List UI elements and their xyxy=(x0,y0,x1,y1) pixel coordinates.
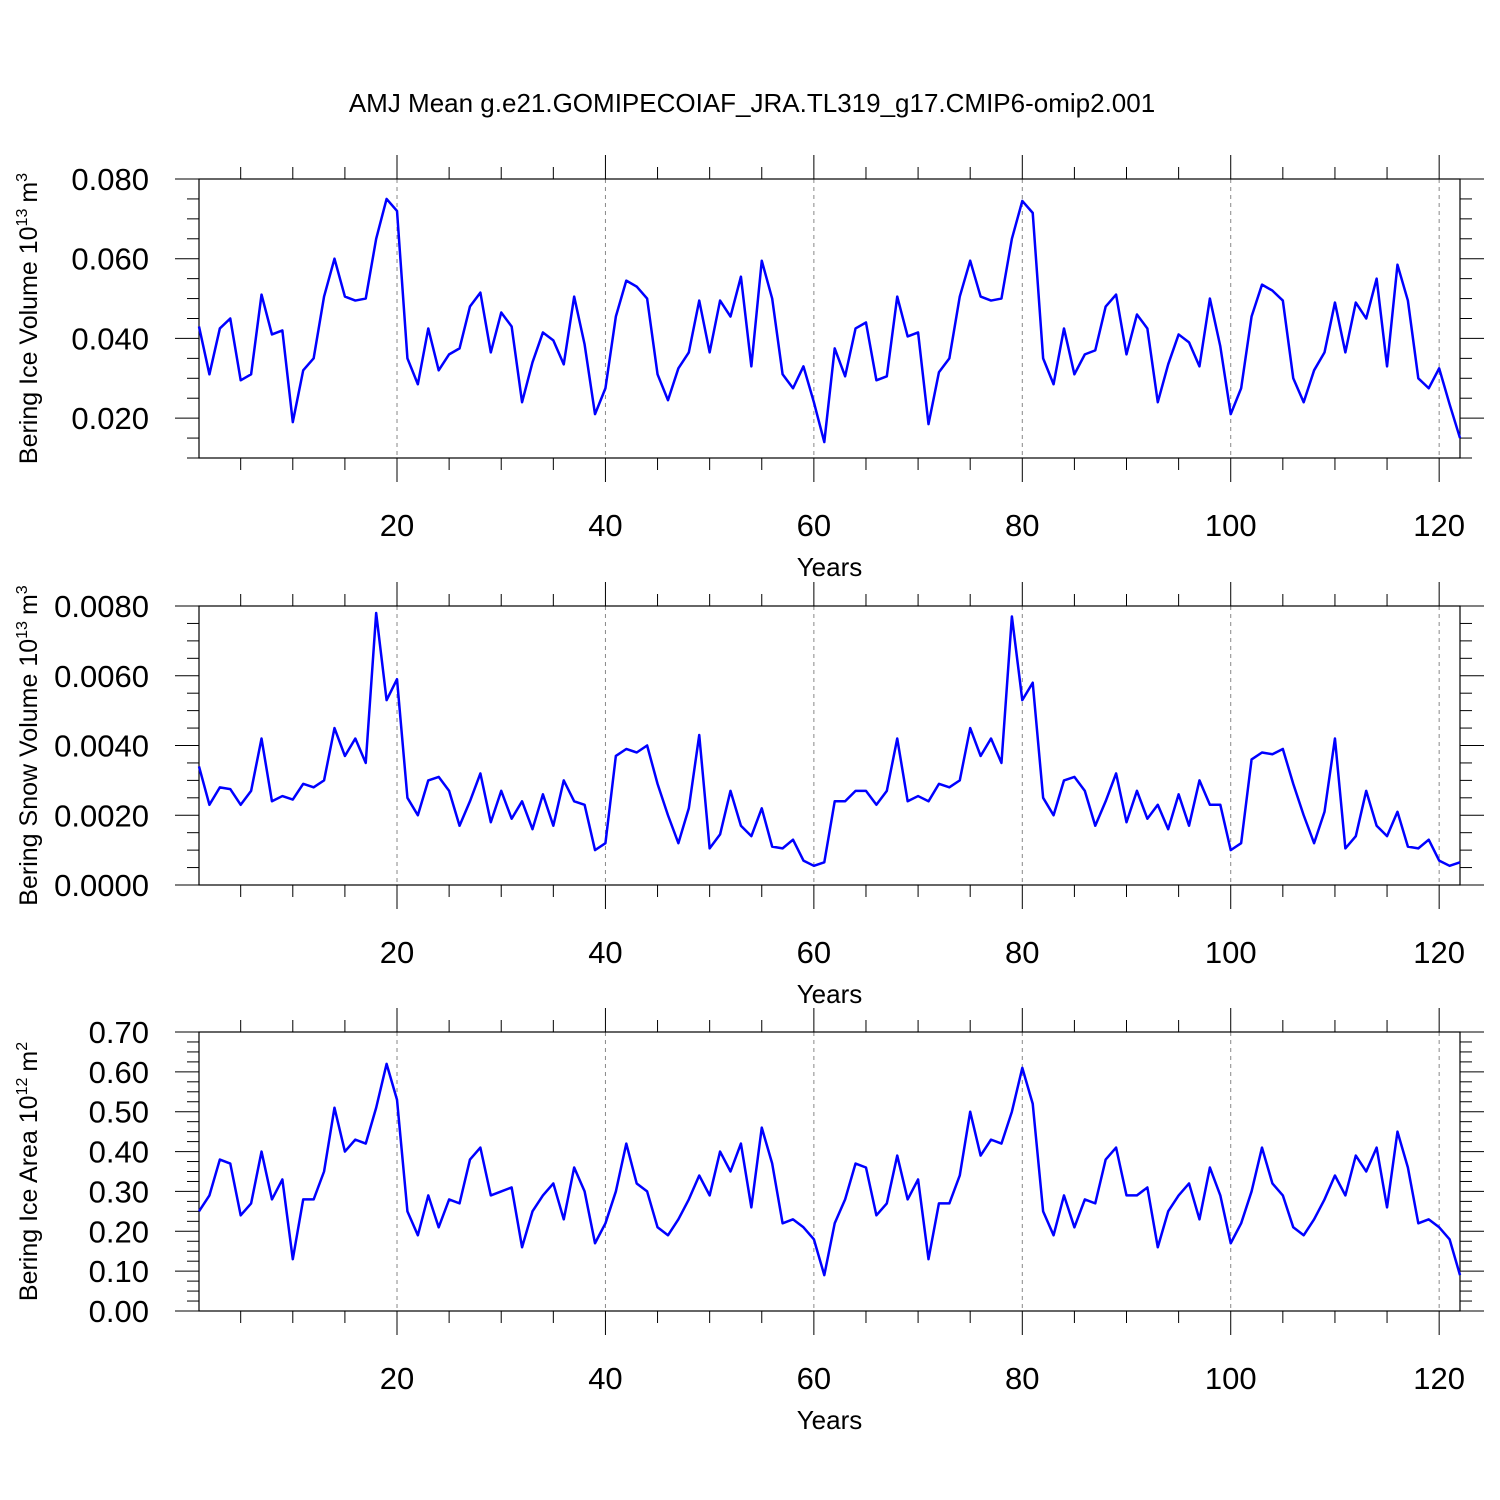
ice-area-x-tick-label: 80 xyxy=(1005,1361,1039,1396)
snow-volume-x-tick-label: 40 xyxy=(588,935,622,970)
ice-volume-x-tick-label: 60 xyxy=(797,508,831,543)
snow-volume-y-tick-label: 0.0040 xyxy=(54,729,149,764)
ice-volume-y-label-pow: 3 xyxy=(14,173,31,182)
ice-area-y-tick-label: 0.00 xyxy=(89,1294,149,1329)
ice-volume-y-label-exp: 13 xyxy=(14,209,31,227)
snow-volume-y-label-base: 10 xyxy=(15,639,43,667)
ice-volume-y-tick-label: 0.060 xyxy=(71,242,149,277)
ice-area-y-tick-label: 0.70 xyxy=(89,1015,149,1050)
ice-volume-y-axis-label: Bering Ice Volume 1013 m3 xyxy=(14,173,43,464)
snow-volume-series-line xyxy=(197,611,1461,868)
ice-area-y-label-text: Bering Ice Area xyxy=(15,1123,43,1301)
ice-volume-x-tick-label: 40 xyxy=(588,508,622,543)
ice-area-y-label-exp: 12 xyxy=(14,1078,31,1096)
snow-volume-y-label-exp: 13 xyxy=(14,621,31,639)
ice-volume-y-tick-label: 0.080 xyxy=(71,162,149,197)
ice-volume-y-label-text: Bering Ice Volume xyxy=(15,254,43,464)
ice-area-x-tick-label: 60 xyxy=(797,1361,831,1396)
snow-volume-x-tick-label: 60 xyxy=(797,935,831,970)
snow-volume-y-axis-label: Bering Snow Volume 1013 m3 xyxy=(14,585,43,905)
ice-area-x-tick-label: 100 xyxy=(1205,1361,1257,1396)
snow-volume-y-label-unit: m xyxy=(15,594,43,615)
snow-volume-y-tick-label: 0.0020 xyxy=(54,798,149,833)
ice-volume-y-label-unit: m xyxy=(15,182,43,203)
ice-area-x-axis-label: Years xyxy=(797,1405,863,1435)
ice-area-y-tick-label: 0.50 xyxy=(89,1095,149,1130)
ice-volume-y-tick-label: 0.040 xyxy=(71,321,149,356)
ice-area-y-axis-label: Bering Ice Area 1012 m2 xyxy=(14,1042,43,1301)
ice-volume-x-axis-label: Years xyxy=(797,552,863,582)
snow-volume-y-tick-label: 0.0000 xyxy=(54,868,149,903)
ice-area-y-label-pow: 2 xyxy=(14,1042,31,1051)
ice-area-x-tick-label: 20 xyxy=(380,1361,414,1396)
ice-area-y-tick-label: 0.40 xyxy=(89,1135,149,1170)
ice-area-panel: 20 40 60 80 100 120 0.00 0.10 0.20 0.30 0.40 0.50 0.… xyxy=(14,1008,1484,1435)
ice-area-y-tick-label: 0.20 xyxy=(89,1214,149,1249)
ice-volume-x-tick-label: 100 xyxy=(1205,508,1257,543)
snow-volume-x-tick-label: 80 xyxy=(1005,935,1039,970)
ice-area-x-tick-label: 40 xyxy=(588,1361,622,1396)
snow-volume-y-label-pow: 3 xyxy=(14,585,31,594)
snow-volume-y-tick-label: 0.0060 xyxy=(54,659,149,694)
chart-title: AMJ Mean g.e21.GOMIPECOIAF_JRA.TL319_g17… xyxy=(349,88,1155,118)
ice-area-x-tick-label: 120 xyxy=(1413,1361,1465,1396)
ice-volume-y-label-base: 10 xyxy=(15,226,43,254)
snow-volume-x-tick-label: 120 xyxy=(1413,935,1465,970)
ice-area-y-label-base: 10 xyxy=(15,1095,43,1123)
ice-area-series-line xyxy=(197,1062,1462,1277)
ice-volume-x-tick-label: 20 xyxy=(380,508,414,543)
ice-area-y-tick-label: 0.30 xyxy=(89,1174,149,1209)
ice-area-y-label-unit: m xyxy=(15,1051,43,1072)
ice-volume-x-tick-label: 120 xyxy=(1413,508,1465,543)
snow-volume-y-tick-label: 0.0080 xyxy=(54,589,149,624)
snow-volume-panel: 20 40 60 80 100 120 0.0000 0.0020 0.0040 0.0060 0.… xyxy=(14,582,1484,1009)
ice-volume-panel: 20 40 60 80 100 120 0.020 0.040 0.060 0.080 Years B… xyxy=(14,155,1484,582)
snow-volume-x-tick-label: 20 xyxy=(380,935,414,970)
snow-volume-x-tick-label: 100 xyxy=(1205,935,1257,970)
ice-volume-series-line xyxy=(197,197,1462,444)
ice-volume-y-tick-label: 0.020 xyxy=(71,401,149,436)
snow-volume-y-label-text: Bering Snow Volume xyxy=(15,667,43,906)
ice-volume-x-tick-label: 80 xyxy=(1005,508,1039,543)
ice-area-y-tick-label: 0.60 xyxy=(89,1055,149,1090)
ice-area-y-tick-label: 0.10 xyxy=(89,1254,149,1289)
snow-volume-x-axis-label: Years xyxy=(797,979,863,1009)
